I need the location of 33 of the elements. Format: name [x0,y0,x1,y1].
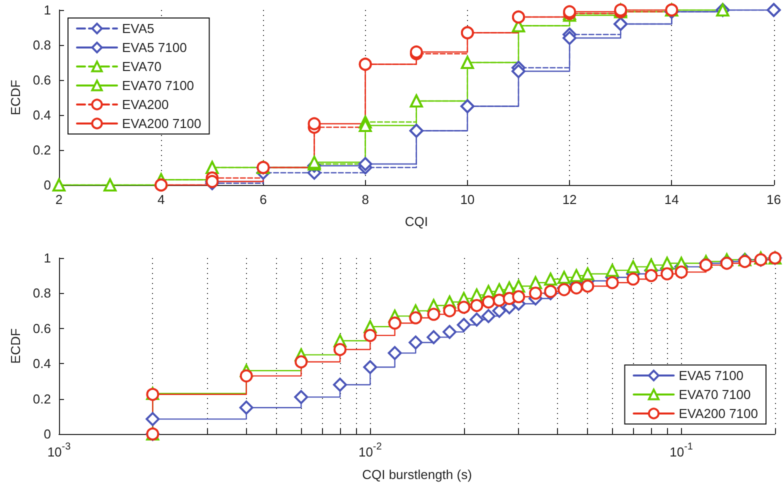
y-tick-label: 0.6 [32,320,51,336]
x-tick-label: 16 [766,192,782,207]
legend-label: EVA200 7100 [122,116,202,131]
legend-label: EVA5 [122,21,154,36]
legend-label: EVA5 7100 [122,40,187,55]
legend-label: EVA70 7100 [678,387,751,402]
x-axis-title: CQI burstlength (s) [362,467,472,482]
y-tick-label: 0.8 [32,286,51,301]
y-tick-label: 0.6 [32,72,51,88]
y-tick-label: 0.2 [32,142,51,158]
x-tick-label: 14 [664,192,679,207]
y-tick-label: 0.4 [32,108,51,122]
y-tick-label: 0.8 [32,38,51,52]
y-tick-label: 0.2 [32,391,51,406]
y-tick-label: 0.4 [32,356,51,372]
y-tick-label: 0 [44,426,51,442]
legend-label: EVA70 [122,59,162,74]
legend-label: EVA200 [122,97,169,112]
x-tick-label: 6 [260,192,267,207]
y-axis-title: ECDF [8,328,24,364]
x-tick-label: 10 [460,192,475,207]
x-tick-label: 2 [55,192,63,207]
x-tick-label: 8 [362,192,369,207]
y-tick-label: 0 [44,178,51,192]
y-tick-label: 1 [44,2,51,18]
x-tick-label: 12 [562,192,577,207]
x-axis-title: CQI [404,214,428,229]
y-axis-title: ECDF [8,80,24,116]
legend-label: EVA5 7100 [678,368,744,383]
legend-label: EVA200 7100 [678,406,758,421]
x-tick-label: 4 [157,192,165,207]
y-tick-label: 1 [44,250,51,266]
legend-label: EVA70 7100 [122,78,194,93]
